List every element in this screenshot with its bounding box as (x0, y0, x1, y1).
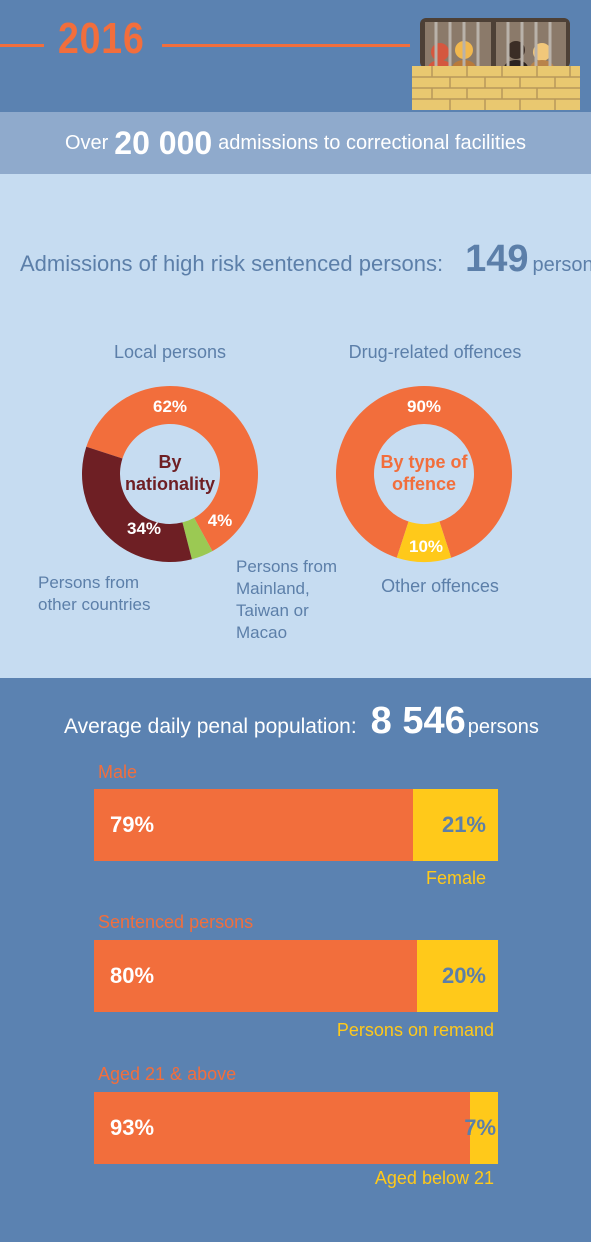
slice-label-other-countries: 34% (127, 519, 161, 538)
banner-post: admissions to correctional facilities (218, 131, 527, 154)
banner-number: 20 000 (114, 124, 213, 161)
offence-center-line1: By type of (380, 452, 468, 472)
caption-other-countries-line1: Persons from (38, 573, 140, 592)
slice-label-drug: 90% (407, 397, 441, 416)
bar-label-sentenced: 80% (110, 963, 155, 988)
high-risk-unit: persons (532, 254, 591, 276)
bar-label-aged-below: 7% (464, 1115, 496, 1140)
slice-label-other-offences: 10% (409, 537, 443, 556)
nationality-center-line1: By (158, 452, 181, 472)
caption-mainland-line1: Persons from (236, 557, 338, 576)
caption-mainland-line2: Mainland, (236, 579, 310, 598)
bar-sentenced-remand: 80% 20% (94, 940, 498, 1012)
year-title: 2016 (58, 14, 145, 63)
offence-center-line2: offence (392, 474, 456, 494)
caption-local-persons: Local persons (113, 342, 227, 362)
caption-drug-related: Drug-related offences (348, 342, 522, 362)
penal-population-unit: persons (467, 716, 539, 738)
caption-other-countries-line2: other countries (38, 595, 151, 614)
bar-label-male: 79% (110, 812, 155, 837)
bar-segment-sentenced (94, 940, 418, 1012)
bar-segment-aged-above (94, 1092, 470, 1164)
donut-slice-other-countries (81, 446, 192, 562)
offence-donut-chart: By type of offence 90% 10% (336, 386, 512, 562)
high-risk-number: 149 (465, 238, 529, 280)
bar-segment-male (94, 789, 414, 861)
bar-segment-aged-below (469, 1092, 498, 1164)
bar-label-aged-above: 93% (110, 1115, 155, 1140)
bar-segment-remand (417, 940, 498, 1012)
penal-population-line: Average daily penal population: 8 546 pe… (64, 700, 539, 743)
admissions-banner (0, 112, 591, 174)
high-risk-line: Admissions of high risk sentenced person… (20, 238, 591, 281)
donut-slice-local (86, 386, 258, 552)
bar-foot-remand: Persons on remand (336, 1020, 494, 1040)
penal-population-label: Average daily penal population: (64, 715, 357, 738)
admissions-banner-text: Over 20 000 admissions to correctional f… (0, 112, 591, 174)
donut-slice-other-offences (396, 521, 452, 562)
slice-label-mainland: 4% (208, 511, 233, 530)
bar-title-male: Male (98, 762, 138, 782)
bar-age: 93% 7% (94, 1092, 498, 1164)
prison-cell-icon (412, 18, 580, 110)
nationality-center-line2: nationality (125, 474, 215, 494)
penal-population-number: 8 546 (370, 700, 466, 742)
caption-mainland-line3: Taiwan or (236, 601, 309, 620)
bar-male-female: 79% 21% (94, 789, 498, 861)
header-rule-left (0, 44, 44, 47)
high-risk-label: Admissions of high risk sentenced person… (20, 251, 444, 276)
caption-mainland-line4: Macao (236, 623, 288, 642)
donut-slice-drug (336, 386, 512, 558)
bar-foot-female: Female (425, 868, 486, 888)
slice-label-local: 62% (153, 397, 187, 416)
caption-mainland: Persons from Mainland, Taiwan or Macao (236, 556, 376, 644)
banner-pre: Over (64, 131, 109, 154)
caption-other-offences: Other offences (381, 576, 499, 596)
bar-title-sentenced: Sentenced persons (98, 912, 254, 932)
bar-foot-aged-below: Aged below 21 (374, 1168, 494, 1188)
header-rule-right (162, 44, 410, 47)
bar-segment-female (413, 789, 498, 861)
bar-label-female: 21% (441, 812, 486, 837)
caption-other-countries: Persons from other countries (38, 572, 208, 616)
bar-title-aged-above: Aged 21 & above (98, 1064, 237, 1084)
donut-slice-mainland (182, 517, 213, 560)
bar-label-remand: 20% (441, 963, 486, 988)
nationality-donut-chart: By nationality 62% 34% 4% (81, 386, 258, 562)
